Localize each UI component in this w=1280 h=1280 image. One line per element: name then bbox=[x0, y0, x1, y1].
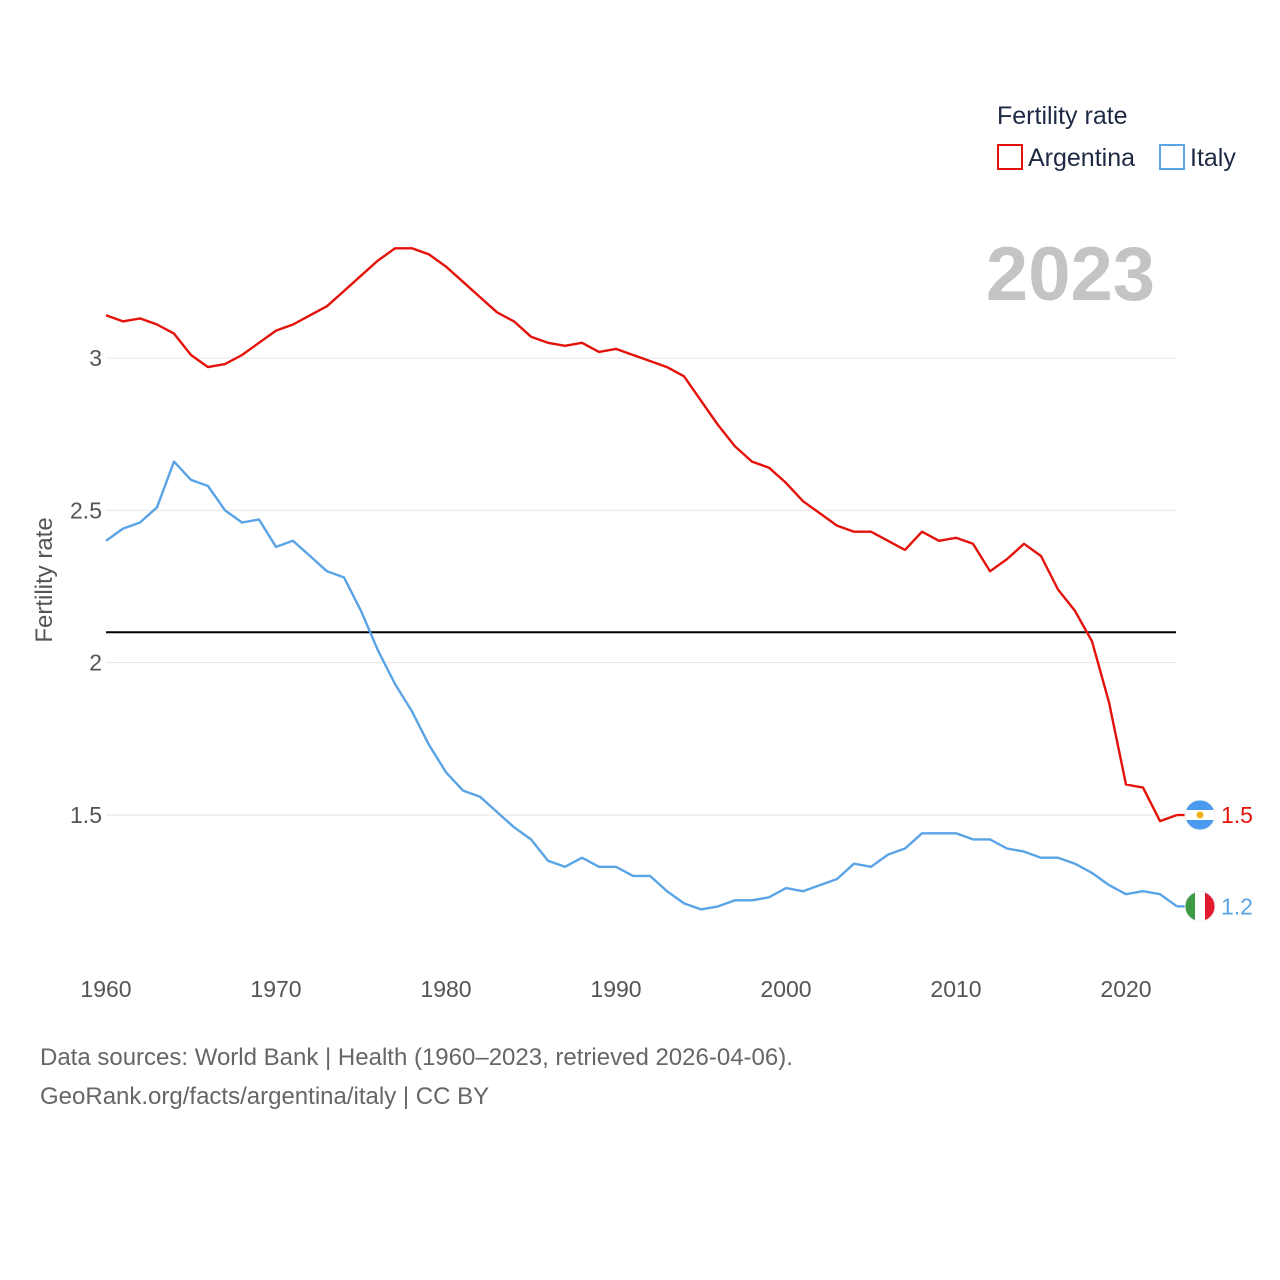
y-axis-ticks: 1.5 2 2.5 3 bbox=[70, 345, 102, 828]
y-axis-label: Fertility rate bbox=[31, 517, 58, 642]
fertility-rate-chart: 1.5 2 2.5 3 1960 1970 1980 1990 2000 2010 2020 Fe… bbox=[31, 102, 1253, 1002]
x-tick-label: 1960 bbox=[80, 976, 131, 1002]
legend-title: Fertility rate bbox=[997, 102, 1128, 130]
legend-item-italy[interactable]: Italy bbox=[1159, 144, 1236, 172]
x-tick-label: 2020 bbox=[1100, 976, 1151, 1002]
legend-label-italy: Italy bbox=[1190, 144, 1236, 172]
flag-border bbox=[1184, 890, 1216, 922]
end-value-label-argentina: 1.5 bbox=[1221, 802, 1253, 828]
footer-link[interactable]: GeoRank.org/facts/argentina/italy | CC B… bbox=[40, 1083, 490, 1110]
y-tick-label: 1.5 bbox=[70, 802, 102, 828]
series-lines bbox=[105, 247, 1178, 911]
series-line-italy bbox=[105, 460, 1178, 911]
x-tick-label: 1990 bbox=[590, 976, 641, 1002]
argentina-flag bbox=[1185, 800, 1215, 830]
legend: Fertility rate Argentina Italy bbox=[997, 102, 1236, 172]
legend-label-argentina: Argentina bbox=[1028, 144, 1135, 172]
x-tick-label: 1980 bbox=[420, 976, 471, 1002]
legend-item-argentina[interactable]: Argentina bbox=[997, 144, 1135, 172]
y-tick-label: 3 bbox=[89, 345, 102, 371]
x-tick-label: 2010 bbox=[930, 976, 981, 1002]
end-value-label-italy: 1.2 bbox=[1221, 893, 1253, 919]
current-year-label: 2023 bbox=[986, 232, 1155, 317]
x-axis-ticks: 1960 1970 1980 1990 2000 2010 2020 bbox=[80, 976, 1151, 1002]
footer-sources: Data sources: World Bank | Health (1960–… bbox=[40, 1044, 793, 1071]
series-line-argentina bbox=[105, 247, 1178, 823]
y-tick-label: 2 bbox=[89, 650, 102, 676]
legend-swatch-argentina bbox=[997, 144, 1023, 170]
gridlines bbox=[106, 357, 1176, 816]
italy-flag bbox=[1185, 891, 1215, 922]
x-tick-label: 1970 bbox=[250, 976, 301, 1002]
x-tick-label: 2000 bbox=[760, 976, 811, 1002]
series-end-markers: 1.5 1.2 bbox=[1177, 799, 1253, 922]
flag-border bbox=[1184, 799, 1216, 831]
y-tick-label: 2.5 bbox=[70, 497, 102, 523]
legend-swatch-italy bbox=[1159, 144, 1185, 170]
